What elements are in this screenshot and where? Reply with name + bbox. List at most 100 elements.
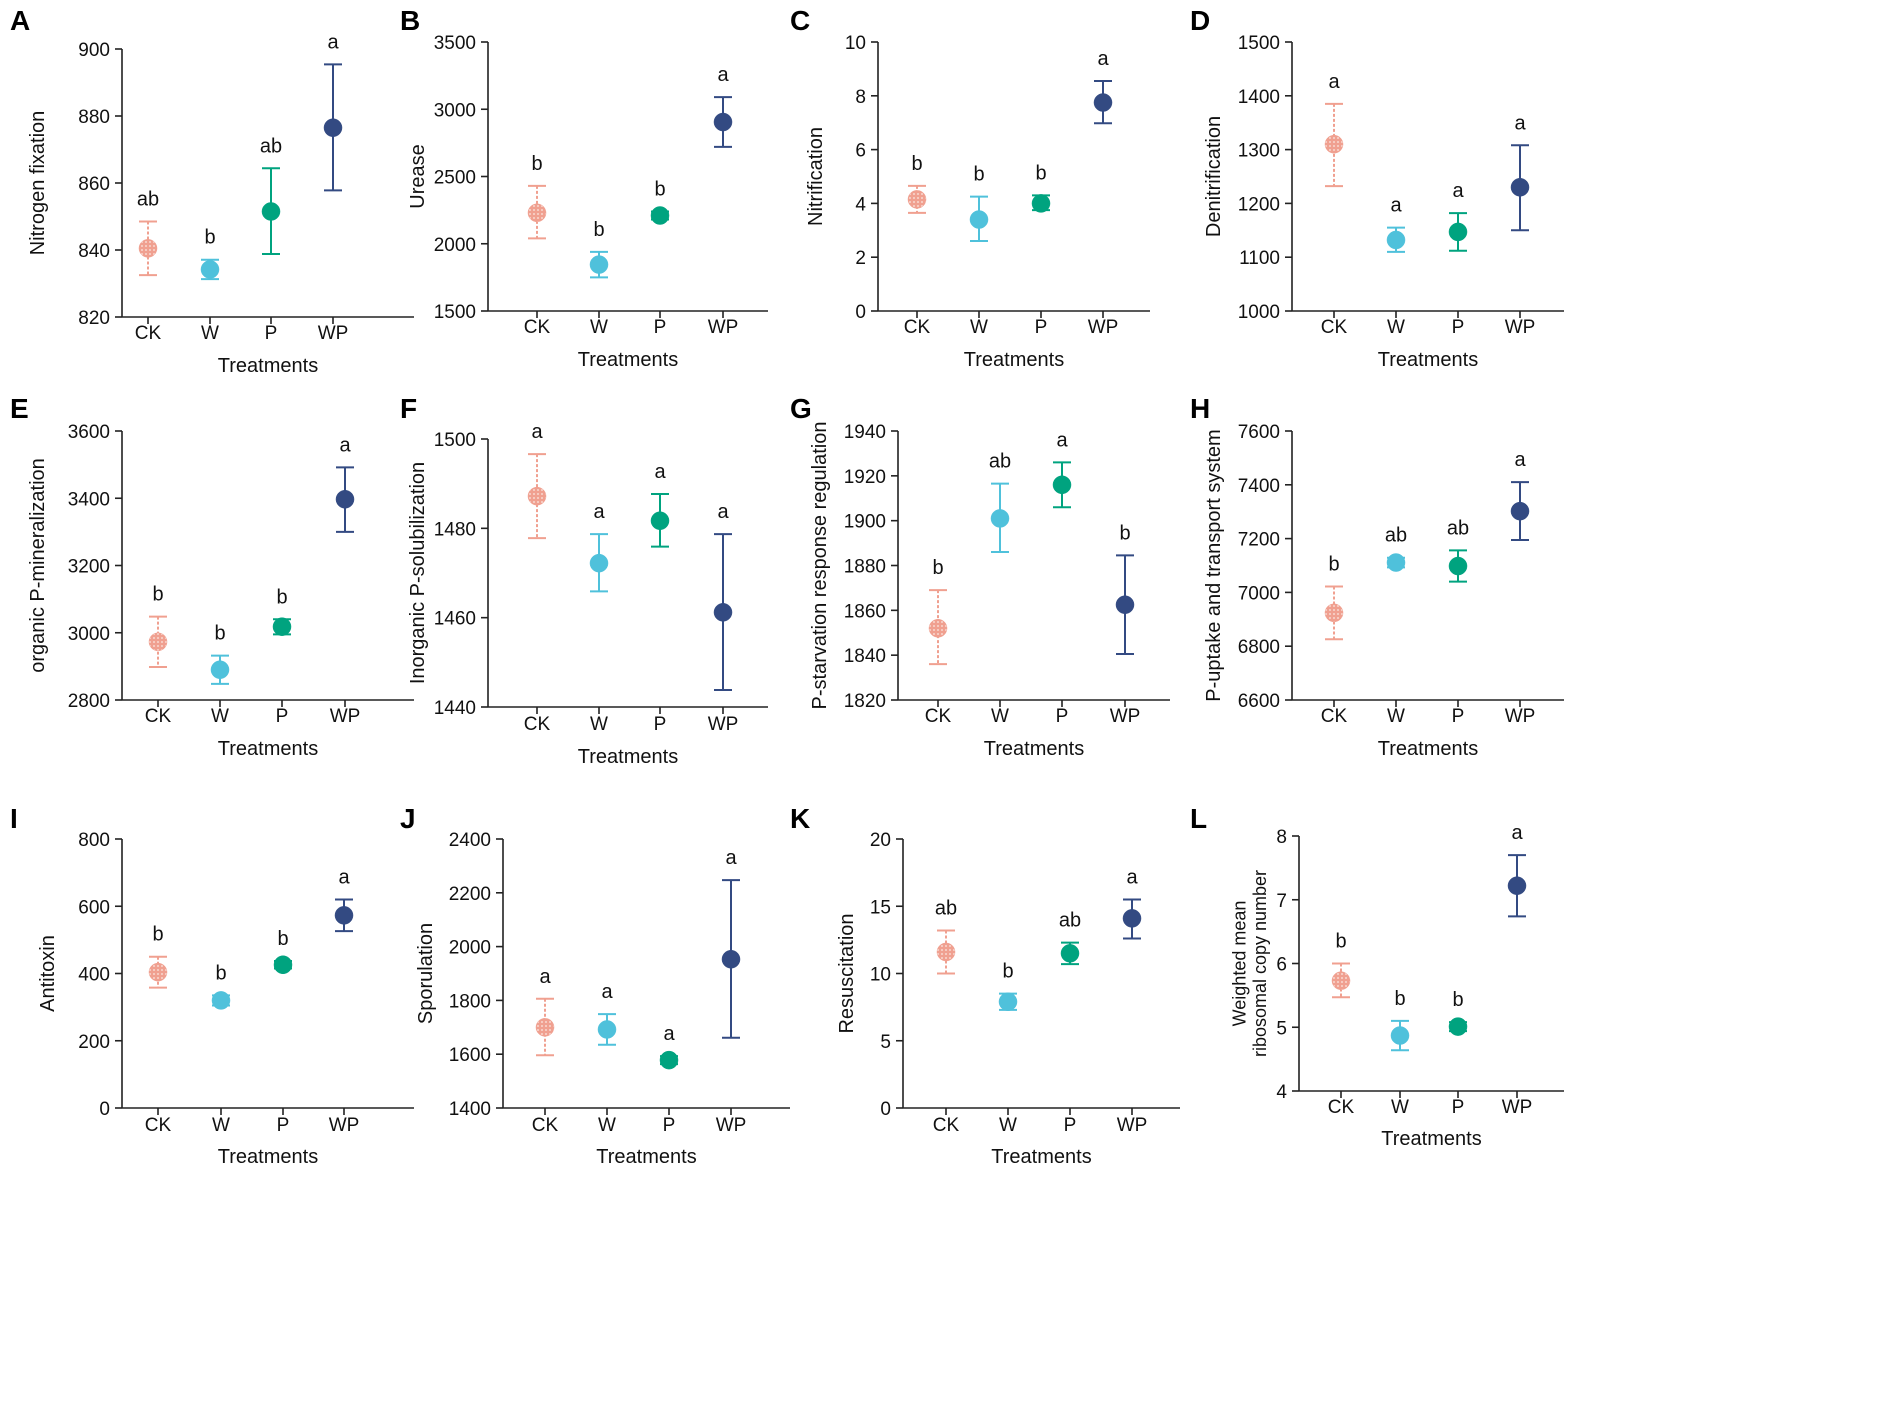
point-w <box>597 1020 617 1039</box>
significance-letter: a <box>531 421 543 443</box>
x-tick-label: WP <box>1505 706 1536 727</box>
x-tick-label: W <box>1391 1097 1409 1118</box>
x-tick-label: WP <box>1088 317 1119 338</box>
significance-letter: b <box>277 928 288 950</box>
x-axis-title: Treatments <box>964 349 1064 371</box>
point-p <box>1448 222 1468 242</box>
y-tick-label: 20 <box>870 830 891 851</box>
panel-letter: D <box>1190 5 1210 36</box>
point-ck <box>1331 971 1351 990</box>
significance-letter: b <box>1394 988 1405 1010</box>
significance-letter: b <box>1002 961 1013 983</box>
significance-letter: a <box>717 501 729 523</box>
point-ck <box>148 962 168 982</box>
x-tick-label: W <box>1387 706 1405 727</box>
x-tick-label: W <box>598 1115 616 1136</box>
point-w <box>1386 230 1406 250</box>
panel-letter: J <box>400 803 416 834</box>
y-axis-title: Denitrification <box>1203 116 1225 237</box>
significance-letter: b <box>1119 522 1130 544</box>
y-tick-label: 1920 <box>844 467 886 488</box>
x-tick-label: P <box>1452 1097 1465 1118</box>
significance-letter: b <box>1035 162 1046 184</box>
point-wp <box>713 603 733 622</box>
y-tick-label: 10 <box>845 33 866 54</box>
x-axis-title: Treatments <box>218 355 318 377</box>
y-tick-label: 8 <box>855 87 866 108</box>
point-p <box>650 206 670 225</box>
x-tick-label: P <box>1056 706 1069 727</box>
point-wp <box>1122 909 1142 928</box>
y-axis-title: P-starvation response regulation <box>809 422 831 710</box>
x-tick-label: CK <box>532 1115 559 1136</box>
significance-letter: a <box>1390 195 1402 217</box>
x-tick-label: CK <box>1321 317 1348 338</box>
x-tick-label: P <box>276 706 289 727</box>
y-tick-label: 3400 <box>68 489 110 510</box>
y-axis-title: P-uptake and transport system <box>1203 429 1225 701</box>
y-tick-label: 4 <box>855 194 866 215</box>
x-tick-label: CK <box>145 1115 172 1136</box>
y-tick-label: 900 <box>78 40 110 61</box>
point-w <box>211 991 231 1010</box>
point-p <box>1052 475 1072 495</box>
y-tick-label: 0 <box>855 302 866 323</box>
point-ck <box>936 942 956 962</box>
x-tick-label: WP <box>1502 1097 1533 1118</box>
y-tick-label: 800 <box>78 830 110 851</box>
x-tick-label: W <box>201 323 219 344</box>
point-p <box>650 511 670 530</box>
significance-letter: a <box>1511 822 1523 844</box>
x-tick-label: CK <box>933 1115 960 1136</box>
x-axis-title: Treatments <box>991 1146 1091 1168</box>
x-axis-title: Treatments <box>596 1146 696 1168</box>
point-ck <box>1324 603 1344 623</box>
significance-letter: b <box>1328 553 1339 575</box>
y-tick-label: 1000 <box>1238 302 1280 323</box>
y-tick-label: 4 <box>1276 1082 1287 1103</box>
y-tick-label: 7600 <box>1238 422 1280 443</box>
significance-letter: a <box>663 1023 675 1045</box>
point-ck <box>527 486 547 506</box>
x-axis-title: Treatments <box>578 349 678 371</box>
y-axis-title: Antitoxin <box>37 935 59 1012</box>
point-p <box>1448 1017 1468 1036</box>
point-w <box>589 553 609 573</box>
significance-letter: b <box>214 623 225 645</box>
point-p <box>261 202 281 221</box>
significance-letter: a <box>1514 449 1526 471</box>
y-tick-label: 3000 <box>68 624 110 645</box>
y-tick-label: 0 <box>880 1099 891 1120</box>
point-p <box>273 955 293 975</box>
x-tick-label: WP <box>716 1115 747 1136</box>
y-tick-label: 1300 <box>1238 141 1280 162</box>
x-tick-label: P <box>1064 1115 1077 1136</box>
panel-letter: L <box>1190 803 1207 834</box>
x-tick-label: P <box>1452 706 1465 727</box>
panel-letter: C <box>790 5 810 36</box>
point-ck <box>148 632 168 652</box>
x-tick-label: W <box>999 1115 1017 1136</box>
y-tick-label: 2800 <box>68 691 110 712</box>
panel-letter: H <box>1190 393 1210 424</box>
x-tick-label: CK <box>1328 1097 1355 1118</box>
point-wp <box>1115 595 1135 614</box>
x-tick-label: WP <box>329 1115 360 1136</box>
y-tick-label: 2500 <box>434 168 476 189</box>
y-tick-label: 2000 <box>449 938 491 959</box>
point-p <box>659 1050 679 1070</box>
y-tick-label: 3500 <box>434 33 476 54</box>
significance-letter: ab <box>1447 517 1469 539</box>
x-axis-title: Treatments <box>1381 1128 1481 1150</box>
y-tick-label: 5 <box>1276 1018 1287 1039</box>
significance-letter: a <box>1056 429 1068 451</box>
x-tick-label: W <box>590 714 608 735</box>
y-tick-label: 400 <box>78 965 110 986</box>
significance-letter: ab <box>1385 525 1407 547</box>
